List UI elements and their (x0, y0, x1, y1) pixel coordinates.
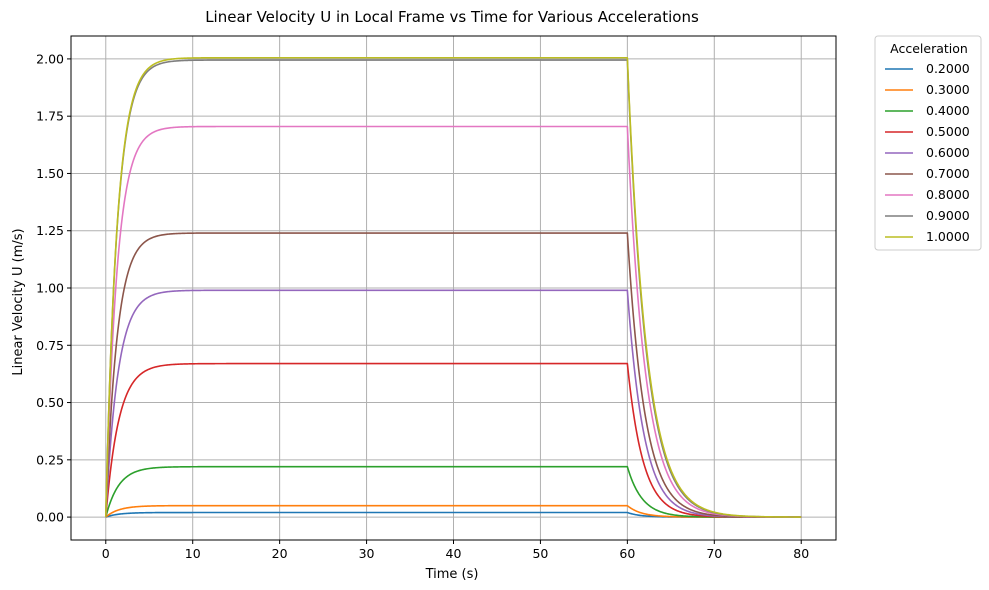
series-line-4 (104, 362, 802, 518)
legend: Acceleration 0.2000 0.3000 0.4000 0.5000 0.6… (874, 35, 982, 251)
y-axis-label: Linear Velocity U (m/s) (11, 228, 26, 375)
x-tick-label: 60 (619, 546, 635, 561)
series-line-6 (104, 232, 802, 518)
x-tick-label: 50 (532, 546, 548, 561)
y-tick-label: 0.50 (36, 395, 64, 410)
y-tick-label: 0.75 (36, 338, 64, 353)
y-axis-ticks: 0.00 0.25 0.50 0.75 1.00 1.25 1.50 1.75 2.00 (36, 51, 71, 525)
legend-item-label: 0.3000 (926, 82, 970, 97)
x-tick-label: 80 (793, 546, 809, 561)
series-line-8 (104, 59, 802, 518)
x-tick-label: 70 (706, 546, 722, 561)
y-tick-label: 1.00 (36, 281, 64, 296)
x-tick-label: 20 (272, 546, 288, 561)
series-line-5 (104, 289, 802, 518)
series-lines (104, 56, 802, 518)
legend-item-label: 0.2000 (926, 61, 970, 76)
series-line-7 (104, 125, 802, 518)
legend-item-label: 0.4000 (926, 103, 970, 118)
y-tick-label: 1.75 (36, 109, 64, 124)
legend-item-label: 0.7000 (926, 166, 970, 181)
x-tick-label: 0 (102, 546, 110, 561)
series-line-2 (105, 504, 802, 518)
x-tick-label: 10 (185, 546, 201, 561)
y-tick-label: 2.00 (36, 51, 64, 66)
x-axis-ticks: 0 10 20 30 40 50 60 70 80 (102, 540, 809, 561)
legend-item-label: 0.6000 (926, 145, 970, 160)
legend-items: 0.2000 0.3000 0.4000 0.5000 0.6000 0.7000 0.80… (885, 61, 970, 244)
y-tick-label: 1.50 (36, 166, 64, 181)
chart-title: Linear Velocity U in Local Frame vs Time… (205, 8, 699, 26)
x-tick-label: 30 (359, 546, 375, 561)
y-tick-label: 0.25 (36, 452, 64, 467)
x-tick-label: 40 (446, 546, 462, 561)
legend-item-label: 0.9000 (926, 208, 970, 223)
legend-item-label: 0.5000 (926, 124, 970, 139)
y-tick-label: 0.00 (36, 510, 64, 525)
legend-item-label: 0.8000 (926, 187, 970, 202)
grid (71, 36, 836, 540)
series-line-3 (104, 465, 802, 518)
series-line-9 (104, 56, 802, 518)
y-tick-label: 1.25 (36, 223, 64, 238)
legend-title: Acceleration (890, 41, 968, 56)
legend-item-label: 1.0000 (926, 229, 970, 244)
x-axis-label: Time (s) (425, 567, 479, 582)
